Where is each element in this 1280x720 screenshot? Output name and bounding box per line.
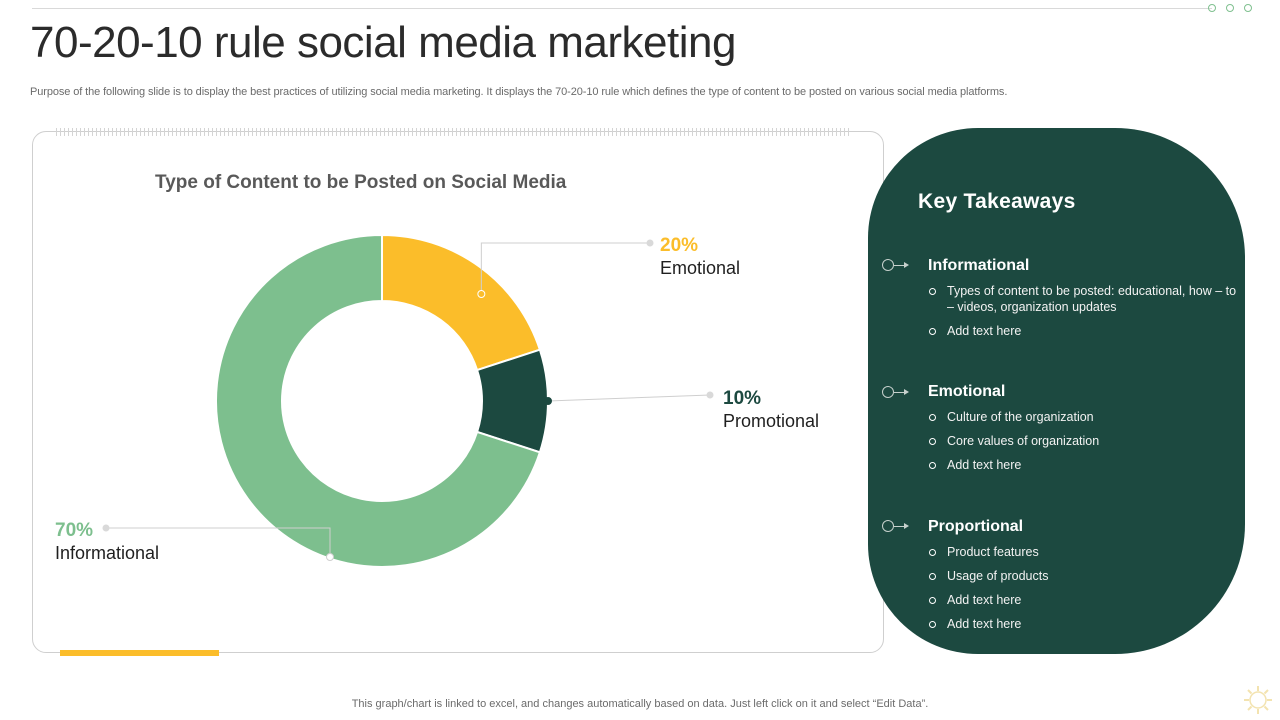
callout-line bbox=[547, 394, 711, 402]
footer-note: This graph/chart is linked to excel, and… bbox=[351, 698, 929, 710]
takeaway-proportional: Proportional Product features Usage of p… bbox=[928, 518, 1238, 640]
donut-chart[interactable]: Type of Content to be Posted on Social M… bbox=[0, 0, 880, 660]
callout-end-dot bbox=[646, 239, 654, 247]
takeaway-heading: Emotional bbox=[928, 383, 1006, 400]
top-divider bbox=[32, 8, 1212, 9]
connector-arrow-icon bbox=[882, 259, 909, 271]
takeaway-heading: Proportional bbox=[928, 518, 1024, 535]
page-title: 70-20-10 rule social media marketing bbox=[30, 18, 736, 67]
data-label-percent: 70% bbox=[55, 520, 93, 541]
chart-title: Type of Content to be Posted on Social M… bbox=[155, 172, 567, 193]
takeaway-item: Add text here bbox=[928, 323, 1238, 339]
takeaway-item: Add text here bbox=[928, 616, 1238, 632]
decorative-dots bbox=[1208, 4, 1252, 12]
takeaway-item: Add text here bbox=[928, 457, 1238, 473]
key-takeaways-title: Key Takeaways bbox=[918, 190, 1076, 213]
takeaway-item: Usage of products bbox=[928, 568, 1238, 584]
callout-line bbox=[480, 242, 650, 295]
data-label-category: Promotional bbox=[723, 411, 819, 431]
hatch-decoration bbox=[56, 128, 850, 136]
gear-icon bbox=[1244, 686, 1272, 714]
data-label-category: Informational bbox=[55, 543, 159, 563]
key-takeaways-panel bbox=[868, 128, 1245, 654]
takeaway-item: Culture of the organization bbox=[928, 409, 1238, 425]
data-label-percent: 10% bbox=[723, 388, 761, 409]
donut-slice-emotional[interactable] bbox=[381, 233, 542, 372]
takeaway-item: Core values of organization bbox=[928, 433, 1238, 449]
takeaway-informational: Informational Types of content to be pos… bbox=[928, 257, 1238, 347]
data-label-percent: 20% bbox=[660, 235, 698, 256]
accent-bar bbox=[60, 650, 219, 656]
callout-anchor-dot bbox=[477, 290, 486, 299]
callout-anchor-dot bbox=[544, 397, 552, 405]
callout-end-dot bbox=[706, 391, 714, 399]
connector-arrow-icon bbox=[882, 386, 909, 398]
takeaway-emotional: Emotional Culture of the organization Co… bbox=[928, 383, 1238, 481]
takeaway-item: Product features bbox=[928, 544, 1238, 560]
callout-anchor-dot bbox=[326, 553, 334, 561]
data-label-category: Emotional bbox=[660, 258, 740, 278]
callout-end-dot bbox=[102, 524, 110, 532]
takeaway-item: Types of content to be posted: education… bbox=[928, 283, 1238, 315]
callout-line bbox=[106, 527, 331, 557]
connector-arrow-icon bbox=[882, 520, 909, 532]
donut-slice-informational[interactable] bbox=[215, 233, 542, 568]
takeaway-item: Add text here bbox=[928, 592, 1238, 608]
page-subtitle: Purpose of the following slide is to dis… bbox=[30, 86, 1008, 98]
takeaway-heading: Informational bbox=[928, 257, 1030, 274]
